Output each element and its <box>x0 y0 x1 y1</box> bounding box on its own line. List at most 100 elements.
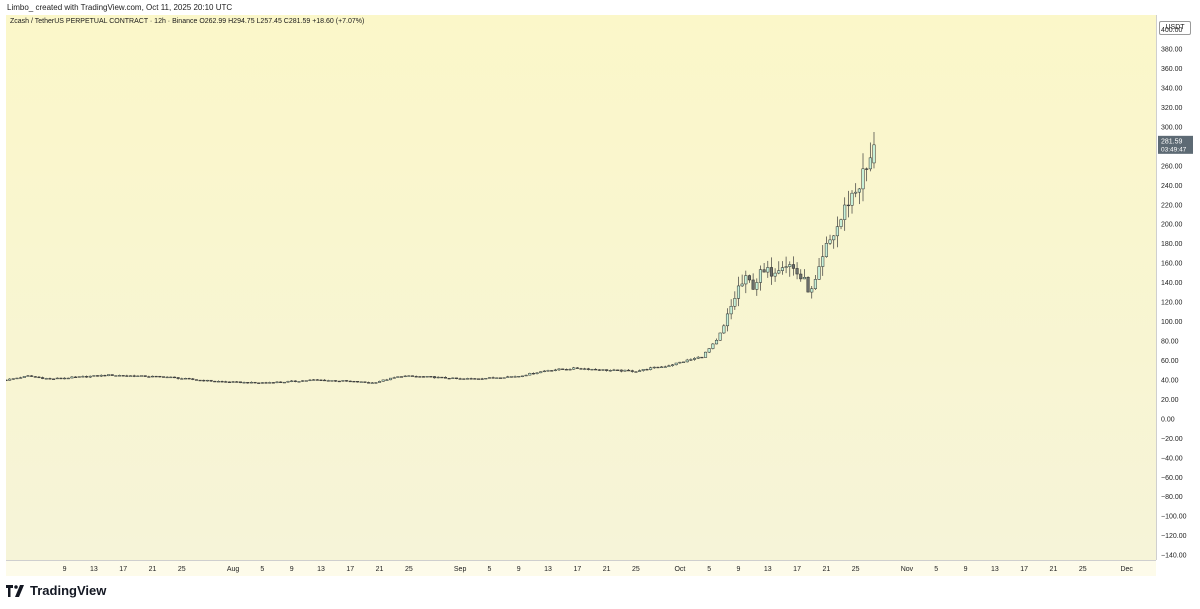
candle-body <box>839 219 843 227</box>
candle-body <box>96 375 100 377</box>
candle-body <box>835 226 839 237</box>
candle-body <box>638 370 642 372</box>
currency-selector[interactable]: USDT <box>1159 21 1191 35</box>
candle-body <box>799 273 803 280</box>
candle-body <box>780 267 784 271</box>
tradingview-logo[interactable]: TradingView <box>6 583 106 598</box>
candle-body <box>52 378 56 380</box>
candle-body <box>209 379 213 382</box>
x-tick-label: 9 <box>290 566 294 573</box>
candle-body <box>421 376 426 378</box>
y-tick-label: 340.00 <box>1161 85 1183 92</box>
candle-body <box>678 361 682 364</box>
candle-body <box>176 377 180 379</box>
candle-body <box>788 264 792 267</box>
candle-body <box>99 374 103 377</box>
price-axis[interactable]: USDT 400.00 380.00 360.00 340.00 320.00 300.0… <box>1156 15 1195 560</box>
candle-body <box>846 204 850 207</box>
candle-body <box>257 382 261 384</box>
candle-body <box>674 362 678 366</box>
candle-body <box>546 370 550 372</box>
candle-body <box>235 381 239 383</box>
candle-body <box>817 266 821 280</box>
candle-body <box>359 381 363 383</box>
candle-body <box>857 188 861 193</box>
candle-body <box>107 374 111 377</box>
x-tick-label: 25 <box>852 566 860 573</box>
y-tick-label: 380.00 <box>1161 47 1183 54</box>
brand-name: TradingView <box>30 583 107 598</box>
candle-body <box>396 376 400 378</box>
candle-body <box>348 380 352 383</box>
candle-body <box>861 168 865 190</box>
chart-canvas[interactable]: Zcash / TetherUS PERPETUAL CONTRACT · 12… <box>6 15 1156 560</box>
candle-body <box>605 369 609 371</box>
candle-body <box>213 380 217 383</box>
candle-body <box>667 365 671 368</box>
candle-body <box>242 382 246 384</box>
candle-body <box>832 235 836 241</box>
candle-body <box>725 313 730 327</box>
candle-body <box>583 368 587 370</box>
y-tick-label: 260.00 <box>1161 163 1183 170</box>
candle-body <box>15 377 19 380</box>
symbol-legend: Zcash / TetherUS PERPETUAL CONTRACT · 12… <box>10 18 365 25</box>
x-tick-label: 13 <box>991 566 999 573</box>
candle-body <box>696 356 700 359</box>
x-tick-label: 21 <box>376 566 384 573</box>
candle-body <box>202 379 206 382</box>
candle-body <box>561 368 565 370</box>
y-tick-label: 320.00 <box>1161 105 1183 112</box>
candle-body <box>451 377 455 379</box>
x-tick-label: Aug <box>227 566 240 573</box>
x-tick-label: 17 <box>793 566 801 573</box>
candle-body <box>279 381 283 383</box>
x-tick-label: 13 <box>544 566 552 573</box>
x-tick-label: 9 <box>964 566 968 573</box>
y-tick-label: 180.00 <box>1161 241 1183 248</box>
candle-body <box>165 376 169 379</box>
candle-body <box>703 351 708 358</box>
candle-body <box>118 375 122 377</box>
candle-body <box>714 339 719 345</box>
candle-body <box>751 279 755 290</box>
candle-body <box>158 375 162 378</box>
candle-body <box>88 375 92 378</box>
candle-body <box>630 370 634 372</box>
y-tick-label: −20.00 <box>1161 436 1183 443</box>
candle-body <box>865 168 869 170</box>
candle-body <box>685 359 689 363</box>
candle-body <box>469 378 473 380</box>
candle-body <box>356 381 360 383</box>
x-tick-label: 17 <box>573 566 581 573</box>
candle-body <box>216 381 220 383</box>
candle-body <box>381 379 385 382</box>
candle-body <box>813 279 817 289</box>
candle-body <box>436 376 440 379</box>
candle-body <box>590 368 594 371</box>
y-tick-label: −80.00 <box>1161 494 1183 501</box>
candle-body <box>495 377 499 379</box>
candle-body <box>198 379 202 382</box>
x-tick-label: 9 <box>737 566 741 573</box>
candle-body <box>63 377 67 380</box>
candle-body <box>663 366 667 368</box>
x-tick-label: 17 <box>346 566 354 573</box>
candle-body <box>528 373 532 376</box>
y-tick-label: 300.00 <box>1161 124 1183 131</box>
candle-body <box>304 380 308 382</box>
candle-body <box>136 375 140 377</box>
candle-body <box>154 375 158 378</box>
candle-body <box>6 379 8 382</box>
time-axis[interactable]: 9 13 17 21 25 Aug 5 9 13 17 21 25 Sep 5 9 13 17 21 25 Oct 5 9… <box>6 560 1156 576</box>
candle-body <box>114 375 118 377</box>
candle-body <box>824 243 828 257</box>
candle-body <box>484 378 488 380</box>
y-tick-label: 160.00 <box>1161 261 1183 268</box>
candle-body <box>553 369 557 371</box>
candle-body <box>535 372 539 374</box>
candle-body <box>132 375 136 377</box>
candle-body <box>425 376 429 378</box>
candle-body <box>729 305 733 315</box>
candle-body <box>791 264 795 269</box>
